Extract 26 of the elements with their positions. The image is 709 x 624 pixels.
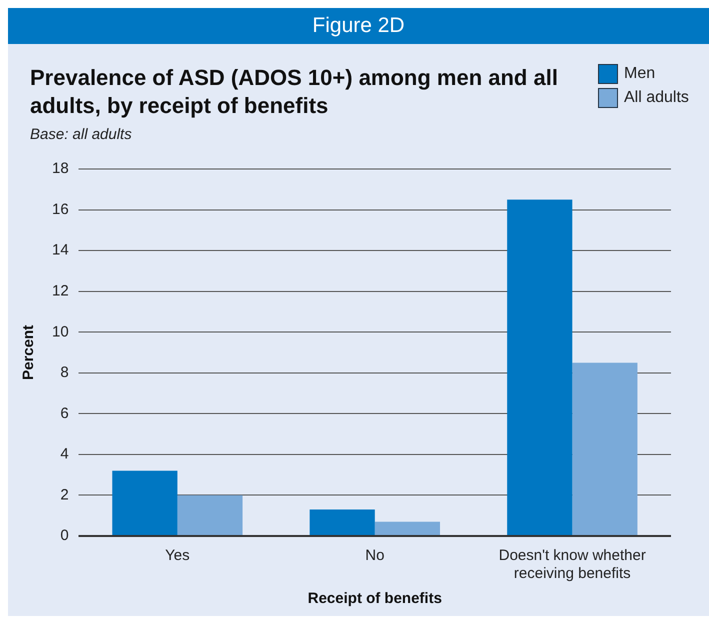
chart-subtitle: Base: all adults <box>30 126 132 143</box>
chart-title: Prevalence of ASD (ADOS 10+) among men and all adults, by receipt of benefits <box>30 64 559 120</box>
bar <box>310 509 375 535</box>
bar <box>112 470 178 535</box>
caption: Figure 2D <box>8 8 709 44</box>
bar <box>507 200 572 535</box>
x-tick-label: No <box>365 547 384 564</box>
y-tick-label: 16 <box>52 200 69 218</box>
bar <box>177 495 243 535</box>
y-tick-label: 6 <box>60 404 69 422</box>
legend-label: All adults <box>624 89 689 107</box>
y-tick-label: 14 <box>52 242 69 259</box>
x-tick-label: Yes <box>165 547 190 564</box>
y-tick-label: 18 <box>52 160 69 178</box>
bar <box>572 362 638 535</box>
y-tick-label: 8 <box>60 364 69 382</box>
y-tick-label: 12 <box>52 282 69 300</box>
x-axis-title: Receipt of benefits <box>308 590 442 608</box>
y-tick-label: 2 <box>60 486 69 504</box>
y-tick-label: 0 <box>60 527 69 544</box>
y-axis-title: Percent <box>20 324 38 380</box>
y-tick-label: 10 <box>52 323 69 340</box>
x-tick-label: Doesn't know whether receiving benefits <box>498 547 646 582</box>
bar <box>374 522 440 535</box>
legend-label: Men <box>624 65 656 83</box>
y-tick-label: 4 <box>60 446 69 463</box>
